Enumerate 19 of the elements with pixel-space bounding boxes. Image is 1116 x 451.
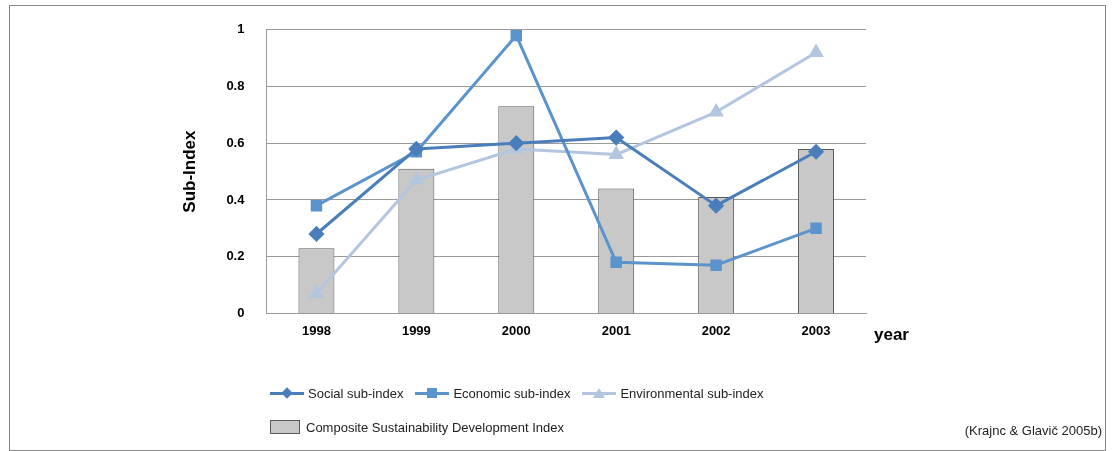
legend-label: Economic sub-index <box>453 385 571 401</box>
x-tick-label: 2002 <box>701 322 731 338</box>
y-axis-title: Sub-Index <box>179 129 199 213</box>
y-tick-label: 0.2 <box>226 248 245 264</box>
y-tick-label: 0.4 <box>226 191 246 207</box>
y-tick-label: 0.8 <box>226 78 245 94</box>
legend-label: Composite Sustainability Development Index <box>306 419 564 435</box>
x-tick-label: 2000 <box>501 322 531 338</box>
x-tick-label: 2001 <box>601 322 631 338</box>
legend-label: Environmental sub-index <box>620 385 764 401</box>
y-tick-label: 0.6 <box>226 134 245 150</box>
x-tick-label: 2003 <box>801 322 831 338</box>
x-tick-label: 1999 <box>401 322 431 338</box>
legend-label: Social sub-index <box>308 385 404 401</box>
y-tick-label: 1 <box>237 21 245 37</box>
x-tick-label: 1998 <box>301 322 331 338</box>
x-axis-title: year <box>874 325 910 345</box>
text: (Krajnc & Glavič 2005b) <box>964 423 1102 438</box>
y-tick-label: 0 <box>237 304 245 320</box>
